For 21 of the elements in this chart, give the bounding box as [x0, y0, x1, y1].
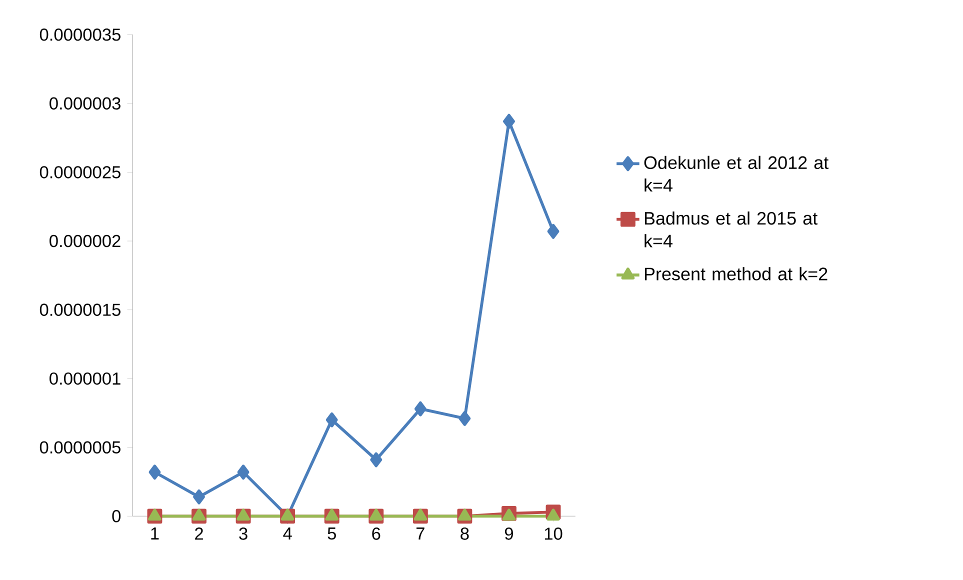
- x-tick-label: 8: [460, 527, 469, 540]
- legend-label: Badmus et al 2015 at k=4: [644, 211, 818, 248]
- y-tick-label: 0: [112, 510, 121, 522]
- x-tick-label: 6: [372, 527, 380, 540]
- y-tick-label: 0.000002: [50, 234, 120, 248]
- x-tick-label: 10: [544, 527, 562, 540]
- x-tick-label: 5: [328, 527, 336, 540]
- y-tick-label: 0.0000005: [40, 441, 120, 454]
- legend-label: Present method at k=2: [644, 267, 828, 280]
- x-tick-label: 4: [283, 527, 292, 540]
- x-tick-label: 7: [416, 527, 424, 540]
- x-tick-label: 9: [504, 527, 513, 540]
- y-tick-label: 0.0000025: [40, 166, 120, 178]
- y-tick-label: 0.000001: [50, 372, 120, 385]
- x-tick-label: 1: [151, 527, 159, 540]
- x-tick-label: 3: [239, 527, 248, 540]
- x-tick-label: 2: [195, 527, 203, 540]
- y-tick-label: 0.0000035: [40, 28, 120, 41]
- legend-label: Odekunle et al 2012 at k=4: [644, 156, 828, 192]
- y-tick-label: 0.000003: [50, 97, 120, 110]
- y-tick-label: 0.0000015: [40, 304, 120, 316]
